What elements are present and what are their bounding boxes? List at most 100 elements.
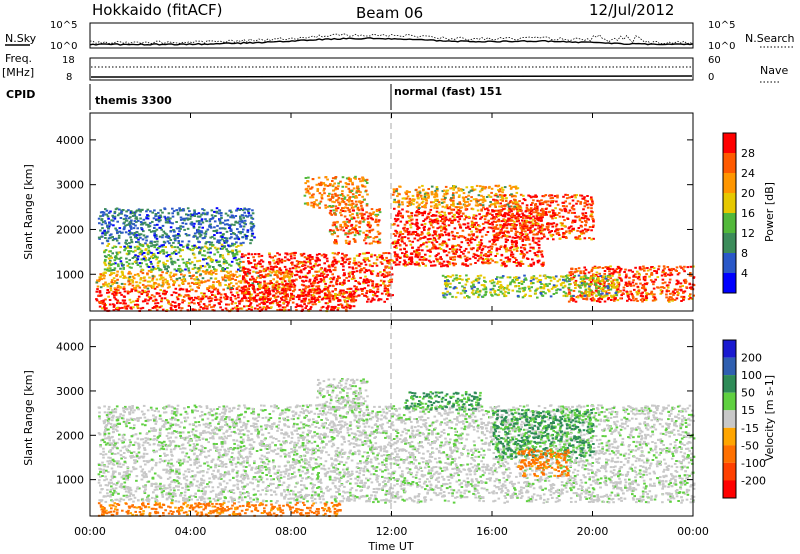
data-cell [554,230,557,232]
data-cell [355,262,358,264]
data-cell [230,291,233,293]
data-cell [299,295,302,297]
freq-unit: [MHz] [2,66,34,79]
data-cell [258,303,261,305]
data-cell [366,290,369,292]
data-cell [348,261,351,263]
data-cell [156,279,159,281]
data-cell [417,235,420,237]
data-cell [200,306,203,308]
data-cell [153,296,156,298]
data-cell [120,260,123,262]
data-cell [173,251,176,253]
data-cell [192,299,195,301]
data-cell [521,202,524,204]
data-cell [396,232,399,234]
data-cell [490,248,493,250]
data-cell [312,294,315,296]
data-cell [527,210,530,212]
data-cell [505,238,508,240]
data-cell [181,307,184,309]
data-cell [541,254,544,256]
data-cell [360,268,363,270]
data-cell [335,209,338,211]
data-cell [235,283,238,285]
data-cell [491,214,494,216]
data-cell [115,246,118,248]
data-cell [141,269,144,271]
data-cell [237,308,240,310]
data-cell [371,300,374,302]
data-cell [135,281,138,283]
data-cell [348,221,351,223]
data-cell [309,308,312,310]
data-cell [214,296,217,298]
data-cell [151,269,154,271]
data-cell [516,231,519,233]
data-cell [342,290,345,292]
data-cell [213,253,216,255]
data-cell [129,283,132,285]
data-cell [349,229,352,231]
data-cell [320,273,323,275]
data-cell [340,209,343,211]
data-cell [474,224,477,226]
data-cell [147,281,150,283]
data-cell [151,294,154,296]
data-cell [146,272,149,274]
data-cell [226,296,229,298]
data-cell [306,258,309,260]
data-cell [138,275,141,277]
data-cell [217,293,220,295]
data-cell [393,261,396,263]
data-cell [113,277,116,279]
data-cell [312,196,315,198]
data-cell [106,245,109,247]
data-cell [562,205,565,207]
data-cell [367,218,370,220]
data-cell [251,230,254,232]
data-cell [150,245,153,247]
data-cell [116,282,119,284]
data-cell [432,239,435,241]
data-cell [361,196,364,198]
data-cell [362,232,365,234]
data-cell [121,307,124,309]
data-cell [341,296,344,298]
data-cell [210,260,213,262]
data-cell [114,267,117,269]
data-cell [565,205,568,207]
data-cell [408,258,411,260]
data-cell [165,272,168,274]
data-cell [527,217,530,219]
data-cell [248,293,251,295]
data-cell [315,261,318,263]
data-cell [362,185,365,187]
data-cell [171,246,174,248]
data-cell [495,213,498,215]
data-cell [490,254,493,256]
data-cell [318,177,321,179]
data-cell [399,231,402,233]
data-cell [189,285,192,287]
data-cell [246,231,249,233]
data-cell [235,241,238,243]
data-cell [395,245,398,247]
data-cell [111,283,114,285]
data-cell [335,187,338,189]
data-cell [365,190,368,192]
data-cell [337,182,340,184]
data-cell [392,242,395,244]
data-cell [353,238,356,240]
data-cell [481,261,484,263]
data-cell [538,240,541,242]
data-cell [529,218,532,220]
data-cell [580,201,583,203]
data-cell [476,231,479,233]
data-cell [108,212,111,214]
data-cell [329,294,332,296]
data-cell [376,295,379,297]
data-cell [224,228,227,230]
data-cell [182,258,185,260]
